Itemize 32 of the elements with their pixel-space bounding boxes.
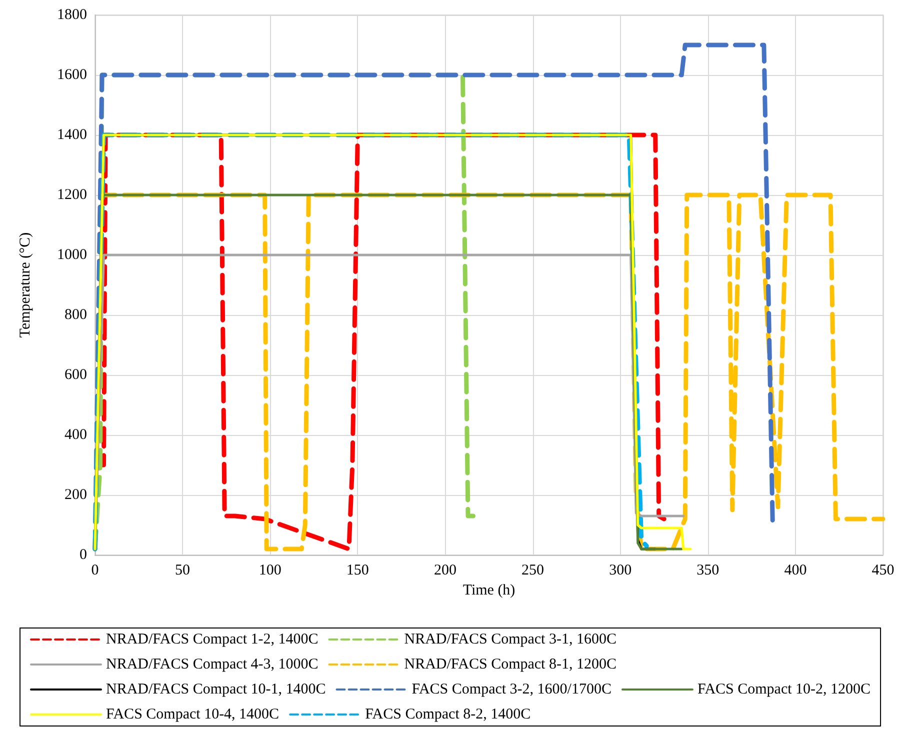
x-tick-label: 300	[609, 562, 632, 578]
y-tick-label: 1200	[57, 187, 87, 203]
y-axis-title: Temperature (°C)	[18, 232, 34, 338]
x-tick-label: 50	[175, 562, 190, 578]
y-tick-label: 0	[80, 547, 87, 563]
y-tick-label: 200	[64, 487, 87, 503]
x-tick-label: 150	[346, 562, 369, 578]
legend-label: NRAD/FACS Compact 8-1, 1200C	[404, 656, 616, 672]
legend-label: FACS Compact 8-2, 1400C	[365, 706, 531, 722]
legend-label: NRAD/FACS Compact 1-2, 1400C	[106, 632, 318, 648]
x-tick-label: 200	[434, 562, 456, 578]
x-tick-label: 100	[258, 562, 282, 578]
legend-label: NRAD/FACS Compact 10-1, 1400C	[106, 682, 326, 698]
y-tick-label: 1600	[57, 67, 87, 83]
legend-label: NRAD/FACS Compact 3-1, 1600C	[404, 632, 616, 648]
y-tick-label: 800	[64, 307, 87, 323]
legend-label: FACS Compact 3-2, 1600/1700C	[412, 682, 612, 698]
x-axis-title: Time (h)	[462, 582, 516, 598]
x-tick-label: 400	[784, 562, 807, 578]
y-tick-label: 600	[64, 367, 87, 383]
legend-label: NRAD/FACS Compact 4-3, 1000C	[106, 656, 318, 672]
x-tick-label: 0	[91, 562, 99, 578]
x-tick-label: 250	[522, 562, 544, 578]
y-tick-label: 400	[64, 427, 87, 443]
legend-label: FACS Compact 10-4, 1400C	[106, 706, 280, 722]
y-tick-label: 1400	[57, 127, 87, 143]
legend-label: FACS Compact 10-2, 1200C	[697, 682, 871, 698]
x-tick-label: 350	[696, 562, 720, 578]
y-tick-label: 1000	[57, 247, 87, 263]
y-tick-label: 1800	[57, 7, 87, 23]
x-tick-label: 450	[872, 562, 894, 578]
line-series	[92, 42, 775, 552]
